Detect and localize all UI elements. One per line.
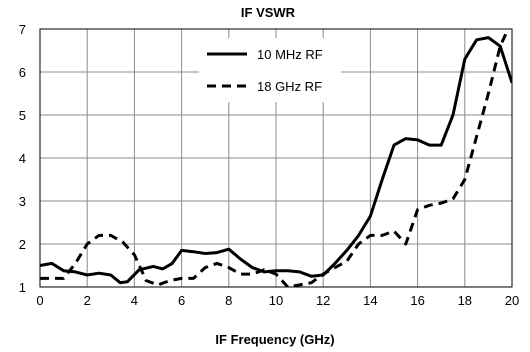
y-tick-label: 6: [19, 65, 26, 80]
y-tick-label: 4: [19, 151, 26, 166]
x-tick-label: 20: [505, 293, 519, 308]
series-line-2: [40, 29, 510, 287]
plot-border: [39, 28, 513, 288]
chart-title: IF VSWR: [241, 5, 296, 20]
legend: 10 MHz RF 18 GHz RF: [199, 38, 341, 102]
x-axis-label: IF Frequency (GHz): [215, 332, 334, 347]
x-tick-label: 18: [458, 293, 472, 308]
y-tick-label: 1: [19, 280, 26, 295]
x-tick-label: 10: [269, 293, 283, 308]
x-tick-label: 4: [131, 293, 138, 308]
legend-label-2: 18 GHz RF: [257, 79, 322, 94]
x-tick-label: 14: [363, 293, 377, 308]
series-lines: [40, 29, 512, 287]
series-line-1: [40, 36, 512, 285]
y-tick-label: 5: [19, 108, 26, 123]
y-tick-label: 7: [19, 22, 26, 37]
y-tick-label: 3: [19, 194, 26, 209]
legend-label-1: 10 MHz RF: [257, 47, 323, 62]
plot-frame: [39, 28, 513, 288]
x-tick-label: 0: [36, 293, 43, 308]
legend-background: [199, 38, 341, 102]
x-tick-label: 8: [225, 293, 232, 308]
x-tick-label: 12: [316, 293, 330, 308]
x-tick-label: 2: [84, 293, 91, 308]
x-tick-label: 6: [178, 293, 185, 308]
x-tick-label: 16: [410, 293, 424, 308]
y-tick-label: 2: [19, 237, 26, 252]
